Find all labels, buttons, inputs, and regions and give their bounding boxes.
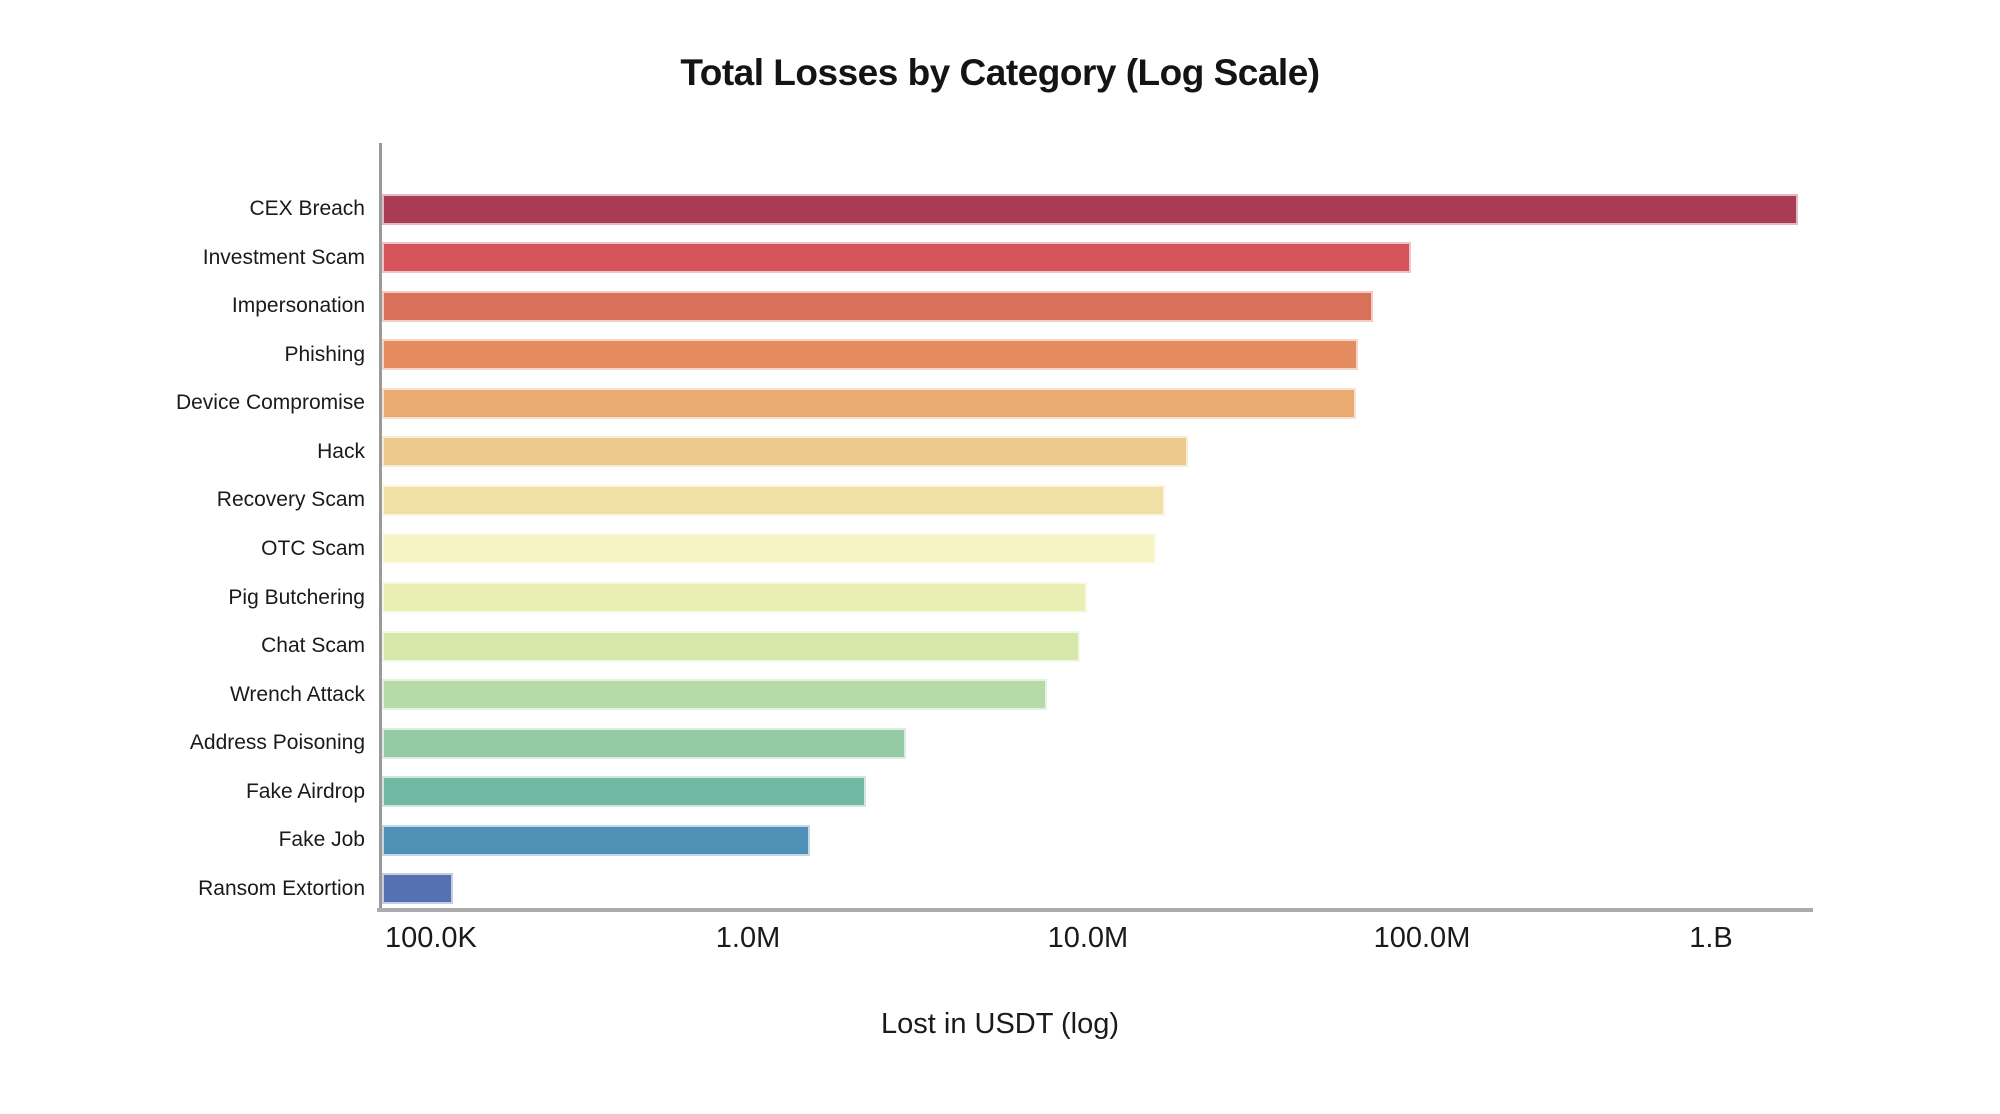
bar-area: [382, 776, 1809, 808]
x-tick-label: 100.0K: [384, 922, 477, 954]
bar-cex-breach: [382, 193, 1799, 225]
bar-row: Ransom Extortion: [0, 864, 1809, 913]
bar-area: [382, 533, 1809, 565]
category-label: Fake Job: [278, 828, 365, 852]
bar-row: Pig Butchering: [0, 573, 1809, 622]
category-label: Wrench Attack: [229, 682, 365, 706]
x-tick-label: 1.B: [1689, 922, 1733, 954]
bar-row: OTC Scam: [0, 525, 1809, 574]
bar-investment-scam: [382, 242, 1412, 274]
bar-row: Hack: [0, 428, 1809, 477]
bar-hack: [382, 436, 1189, 468]
bar-row: Wrench Attack: [0, 670, 1809, 719]
category-label: Phishing: [284, 342, 365, 366]
category-label: Impersonation: [231, 294, 365, 318]
category-label: Chat Scam: [261, 634, 365, 658]
bar-row: Fake Airdrop: [0, 767, 1809, 816]
x-tick-label: 100.0M: [1373, 922, 1471, 954]
category-label: Investment Scam: [202, 245, 365, 269]
bar-impersonation: [382, 290, 1374, 322]
bar-row: Recovery Scam: [0, 476, 1809, 525]
bar-row: Address Poisoning: [0, 719, 1809, 768]
bar-wrench-attack: [382, 679, 1048, 711]
bar-area: [382, 727, 1809, 759]
bar-otc-scam: [382, 533, 1156, 565]
bar-area: [382, 290, 1809, 322]
x-axis-ticks: 100.0K 1.0M 10.0M 100.0M 1.B: [382, 922, 1809, 966]
bar-row: Phishing: [0, 331, 1809, 380]
x-axis-title: Lost in USDT (log): [881, 1008, 1119, 1040]
bar-fake-airdrop: [382, 776, 867, 808]
bar-area: [382, 630, 1809, 662]
bar-recovery-scam: [382, 484, 1165, 516]
bar-area: [382, 484, 1809, 516]
bar-area: [382, 193, 1809, 225]
category-label: Hack: [317, 439, 365, 463]
x-axis-line: [377, 908, 1813, 912]
bar-row: Fake Job: [0, 816, 1809, 865]
bar-row: Impersonation: [0, 282, 1809, 331]
bar-row: CEX Breach: [0, 185, 1809, 234]
bar-row: Device Compromise: [0, 379, 1809, 428]
bar-pig-butchering: [382, 582, 1088, 614]
bar-device-compromise: [382, 387, 1357, 419]
bar-address-poisoning: [382, 727, 907, 759]
bar-rows: CEX Breach Investment Scam Impersonation Ph…: [0, 185, 1809, 913]
bar-fake-job: [382, 824, 811, 856]
bar-area: [382, 582, 1809, 614]
x-tick-label: 1.0M: [715, 922, 781, 954]
y-axis-line: [379, 143, 382, 912]
bar-row: Investment Scam: [0, 234, 1809, 283]
bar-area: [382, 242, 1809, 274]
bar-row: Chat Scam: [0, 622, 1809, 671]
bar-area: [382, 679, 1809, 711]
bar-ransom-extortion: [382, 873, 453, 905]
category-label: Fake Airdrop: [245, 779, 365, 803]
category-label: CEX Breach: [249, 197, 365, 221]
bar-area: [382, 824, 1809, 856]
bar-area: [382, 339, 1809, 371]
bar-chat-scam: [382, 630, 1080, 662]
bar-area: [382, 387, 1809, 419]
bar-area: [382, 436, 1809, 468]
category-label: OTC Scam: [261, 536, 365, 560]
category-label: Device Compromise: [175, 391, 365, 415]
category-label: Ransom Extortion: [198, 876, 365, 900]
x-tick-label: 10.0M: [1047, 922, 1129, 954]
bar-phishing: [382, 339, 1359, 371]
bar-area: [382, 873, 1809, 905]
category-label: Address Poisoning: [189, 731, 365, 755]
category-label: Pig Butchering: [228, 585, 365, 609]
category-label: Recovery Scam: [216, 488, 365, 512]
chart-title: Total Losses by Category (Log Scale): [680, 52, 1320, 93]
